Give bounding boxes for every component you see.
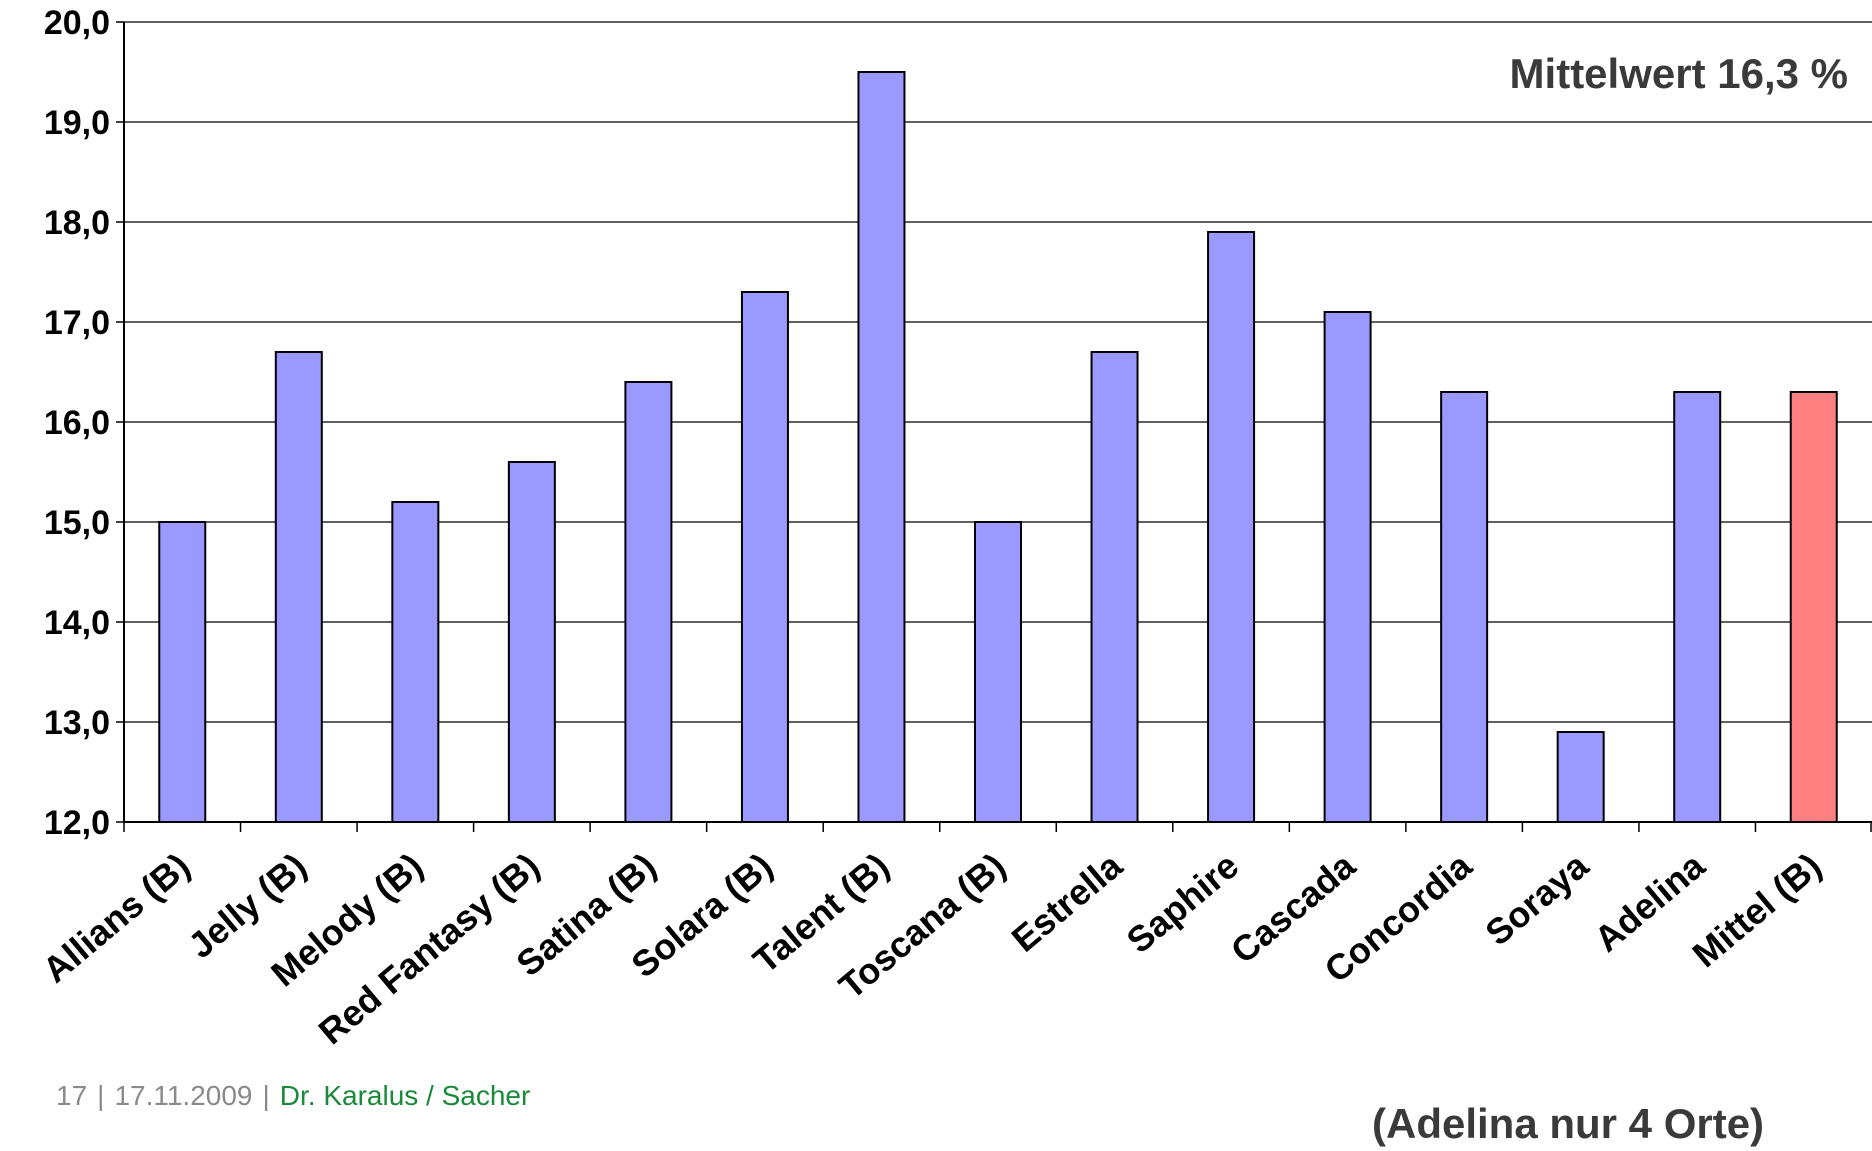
bar bbox=[857, 71, 906, 823]
bar bbox=[274, 351, 323, 823]
footer-separator: | bbox=[97, 1080, 105, 1111]
y-tick-label: 19,0 bbox=[44, 104, 110, 142]
bar bbox=[391, 501, 440, 823]
slide-footer: 17 | 17.11.2009 | Dr. Karalus / Sacher bbox=[56, 1080, 530, 1112]
x-tick-label: Mittel (B) bbox=[1685, 845, 1829, 975]
y-tick-label: 14,0 bbox=[44, 604, 110, 642]
bar bbox=[1556, 731, 1605, 823]
y-tick-label: 20,0 bbox=[44, 4, 110, 42]
bar bbox=[1090, 351, 1139, 823]
bar bbox=[974, 521, 1022, 823]
y-tick-label: 13,0 bbox=[44, 704, 110, 742]
y-tick-label: 18,0 bbox=[44, 204, 110, 242]
y-tick-labels: 12,0 13,0 14,0 15,0 16,0 17,0 18,0 19,0 20,0 bbox=[44, 4, 110, 842]
bars bbox=[158, 71, 1838, 823]
axes bbox=[116, 21, 1872, 832]
x-tick-label: Estrella bbox=[1004, 844, 1131, 960]
y-tick-label: 12,0 bbox=[44, 804, 110, 842]
y-tick-label: 16,0 bbox=[44, 404, 110, 442]
bar bbox=[158, 521, 207, 823]
y-tick-label: 17,0 bbox=[44, 304, 110, 342]
y-tick-label: 15,0 bbox=[44, 504, 110, 542]
mean-annotation: Mittelwert 16,3 % bbox=[1509, 50, 1848, 97]
x-tick-label: Allians (B) bbox=[35, 845, 198, 991]
bar bbox=[624, 381, 673, 823]
bar bbox=[507, 461, 556, 823]
footnote-annotation: (Adelina nur 4 Orte) bbox=[1372, 1100, 1765, 1147]
bar bbox=[1440, 391, 1489, 823]
bar bbox=[1673, 391, 1722, 823]
bar bbox=[1323, 311, 1372, 823]
bar bbox=[1207, 231, 1256, 823]
footer-separator: | bbox=[262, 1080, 270, 1111]
x-tick-labels: Allians (B)Jelly (B)Melody (B)Red Fantas… bbox=[35, 844, 1829, 1052]
bar bbox=[740, 291, 789, 823]
footer-author: Dr. Karalus / Sacher bbox=[279, 1080, 531, 1111]
bar bbox=[1789, 391, 1838, 823]
page-number: 17 bbox=[56, 1080, 88, 1111]
x-tick-label: Soraya bbox=[1477, 844, 1596, 953]
footer-date: 17.11.2009 bbox=[114, 1080, 253, 1111]
